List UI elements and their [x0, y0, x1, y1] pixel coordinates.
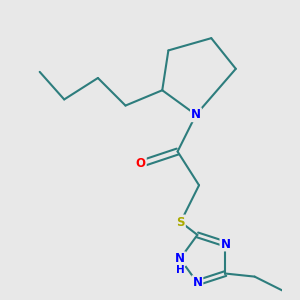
Text: H: H	[176, 266, 184, 275]
Text: S: S	[176, 215, 185, 229]
Text: N: N	[175, 252, 185, 265]
Text: O: O	[136, 157, 146, 170]
Text: N: N	[220, 238, 230, 250]
Text: N: N	[192, 276, 203, 289]
Text: N: N	[191, 108, 201, 121]
